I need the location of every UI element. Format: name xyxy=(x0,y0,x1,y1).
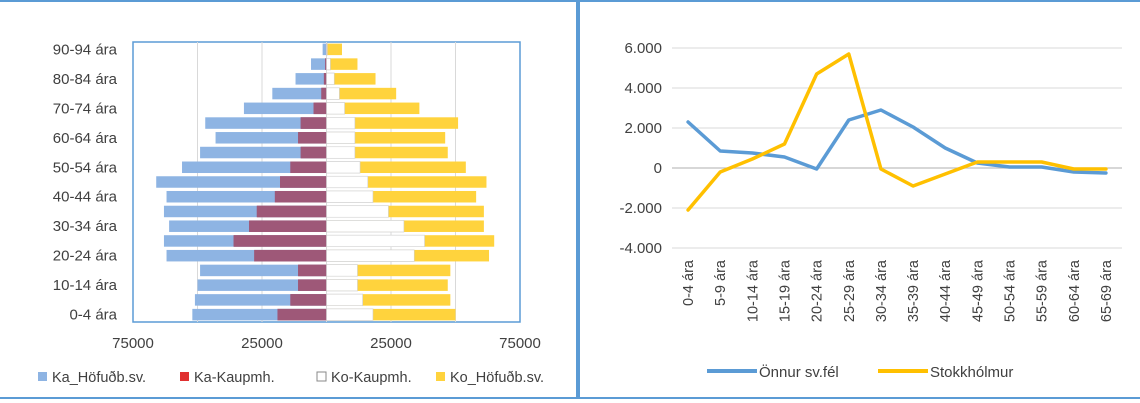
bar-ka-kaupmh-55-59-ra xyxy=(301,147,327,158)
bar-ko-kaupmh-55-59-ra xyxy=(327,147,355,158)
bar-ka-kaupmh-30-34-ra xyxy=(249,220,326,231)
y-tick-label: -2.000 xyxy=(619,200,662,217)
x-tick-label: 20-24 ára xyxy=(810,259,826,322)
population-pyramid-chart: 0-4 ára 10-14 ára 20-24 ára 30-34 ára 40-44 … xyxy=(0,2,578,403)
bar-ko-kaupmh-45-49-ra xyxy=(327,176,368,187)
x-tick-label: 50-54 ára xyxy=(1003,259,1019,322)
bar-ko-kaupmh-15-19-ra xyxy=(327,265,358,276)
y-tick-label: 90-94 ára xyxy=(53,41,118,58)
x-tick-label: 60-64 ára xyxy=(1067,259,1083,322)
difference-line-chart: 6.000 4.000 2.000 0 -2.000 -4.000 0-4 ára 5-9 á… xyxy=(580,2,1140,403)
legend-swatch-ka-h-fu-b-sv xyxy=(38,372,47,381)
x-tick-label: 65-69 ára xyxy=(1099,259,1115,322)
legend-label-nnur-sv-f-l: Önnur sv.fél xyxy=(759,363,839,381)
y-tick-label: 50-54 ára xyxy=(53,159,118,176)
legend-label-ka-h-fu-b-sv: Ka_Höfuðb.sv. xyxy=(52,370,146,386)
bar-ka-kaupmh-70-74-ra xyxy=(314,103,327,114)
population-pyramid-chart-panel: 0-4 ára 10-14 ára 20-24 ára 30-34 ára 40-44 … xyxy=(0,0,578,399)
bar-ka-kaupmh-5-9-ra xyxy=(290,294,326,305)
bar-ka-kaupmh-15-19-ra xyxy=(298,265,326,276)
bar-ka-kaupmh-65-69-ra xyxy=(301,117,327,128)
bar-ka-kaupmh-80-84-ra xyxy=(324,73,327,84)
bar-ka-h-fu-b-sv-90-94-ra xyxy=(323,44,327,55)
legend-swatch-ka-kaupmh xyxy=(180,372,189,381)
bar-ko-kaupmh-0-4-ra xyxy=(327,309,373,320)
x-tick-label: 15-19 ára xyxy=(778,259,794,322)
bar-ko-kaupmh-20-24-ra xyxy=(327,250,415,261)
x-tick-label: 25000 xyxy=(241,335,283,352)
legend-label-ko-kaupmh: Ko-Kaupmh. xyxy=(331,370,412,386)
legend-label-stokkh-lmur: Stokkhólmur xyxy=(930,364,1013,381)
bar-ko-kaupmh-90-94-ra xyxy=(327,44,328,55)
bar-ka-kaupmh-0-4-ra xyxy=(277,309,326,320)
y-tick-label: -4.000 xyxy=(619,240,662,257)
bar-ko-h-fu-b-sv-90-94-ra xyxy=(327,44,342,55)
bar-ka-kaupmh-40-44-ra xyxy=(275,191,327,202)
x-tick-label: 25-29 ára xyxy=(842,259,858,322)
series-line-stokkh-lmur xyxy=(688,54,1106,210)
y-tick-label: 6.000 xyxy=(624,40,662,57)
bar-ko-kaupmh-40-44-ra xyxy=(327,191,373,202)
bar-ko-kaupmh-25-29-ra xyxy=(327,235,425,246)
y-tick-label: 60-64 ára xyxy=(53,130,118,147)
bar-ko-h-fu-b-sv-85-89-ra xyxy=(327,58,358,69)
bar-ka-h-fu-b-sv-80-84-ra xyxy=(296,73,327,84)
y-tick-label: 80-84 ára xyxy=(53,71,118,88)
y-tick-label: 4.000 xyxy=(624,80,662,97)
x-tick-label: 55-59 ára xyxy=(1035,259,1051,322)
bar-ko-kaupmh-30-34-ra xyxy=(327,220,404,231)
y-tick-label: 0 xyxy=(654,160,662,177)
y-tick-label: 2.000 xyxy=(624,120,662,137)
bar-ko-kaupmh-5-9-ra xyxy=(327,294,363,305)
bar-ko-kaupmh-65-69-ra xyxy=(327,117,355,128)
bar-ka-kaupmh-25-29-ra xyxy=(234,235,327,246)
bar-ka-h-fu-b-sv-85-89-ra xyxy=(311,58,326,69)
bar-ka-kaupmh-10-14-ra xyxy=(298,279,326,290)
x-tick-label: 75000 xyxy=(499,335,541,352)
x-tick-label: 30-34 ára xyxy=(874,259,890,322)
x-tick-label: 5-9 ára xyxy=(713,259,729,306)
bar-ka-kaupmh-35-39-ra xyxy=(257,206,327,217)
legend-label-ko-h-fu-b-sv: Ko_Höfuðb.sv. xyxy=(450,370,544,386)
bar-ko-kaupmh-35-39-ra xyxy=(327,206,389,217)
y-tick-label: 10-14 ára xyxy=(53,277,118,294)
bar-ka-h-fu-b-sv-75-79-ra xyxy=(272,88,326,99)
bar-ko-kaupmh-50-54-ra xyxy=(327,162,361,173)
x-tick-label: 35-39 ára xyxy=(906,259,922,322)
bar-ko-kaupmh-70-74-ra xyxy=(327,103,345,114)
legend-swatch-ko-kaupmh xyxy=(317,372,326,381)
x-tick-label: 10-14 ára xyxy=(745,259,761,322)
y-tick-label: 40-44 ára xyxy=(53,189,118,206)
x-tick-label: 40-44 ára xyxy=(938,259,954,322)
x-tick-label: 45-49 ára xyxy=(970,259,986,322)
y-tick-label: 30-34 ára xyxy=(53,218,118,235)
x-tick-label: 75000 xyxy=(112,335,154,352)
bar-ko-kaupmh-60-64-ra xyxy=(327,132,355,143)
bar-ka-kaupmh-20-24-ra xyxy=(254,250,326,261)
legend-swatch-ko-h-fu-b-sv xyxy=(436,372,445,381)
bar-ko-kaupmh-85-89-ra xyxy=(327,58,331,69)
bar-ka-kaupmh-60-64-ra xyxy=(298,132,326,143)
legend-label-ka-kaupmh: Ka-Kaupmh. xyxy=(194,370,275,386)
line-chart-panel: 6.000 4.000 2.000 0 -2.000 -4.000 0-4 ára 5-9 á… xyxy=(578,0,1140,399)
bar-ka-kaupmh-50-54-ra xyxy=(290,162,326,173)
bar-ka-kaupmh-45-49-ra xyxy=(280,176,326,187)
y-tick-label: 70-74 ára xyxy=(53,100,118,117)
y-tick-label: 20-24 ára xyxy=(53,248,118,265)
x-tick-label: 25000 xyxy=(370,335,412,352)
y-tick-label: 0-4 ára xyxy=(69,307,117,324)
x-tick-label: 0-4 ára xyxy=(681,259,697,306)
bar-ka-kaupmh-75-79-ra xyxy=(321,88,326,99)
bar-ko-kaupmh-10-14-ra xyxy=(327,279,358,290)
bar-ko-kaupmh-80-84-ra xyxy=(327,73,335,84)
bar-ko-kaupmh-75-79-ra xyxy=(327,88,340,99)
